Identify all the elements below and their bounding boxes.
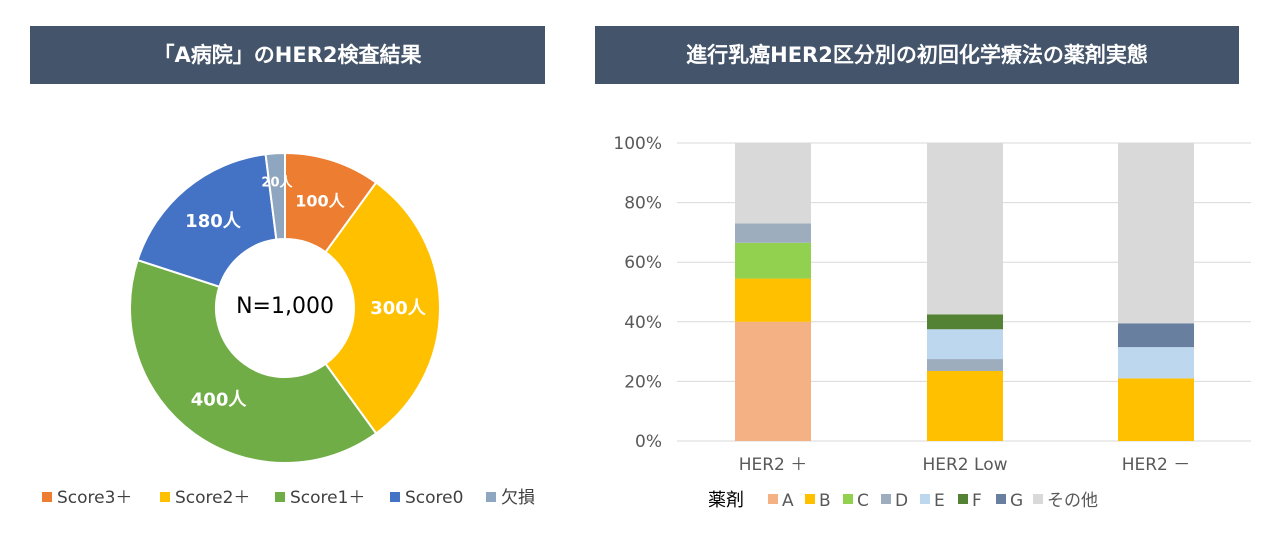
donut-center-label: N=1,000 <box>236 294 334 319</box>
legend-swatch <box>958 494 968 504</box>
bar-segment <box>927 143 1003 315</box>
y-tick-label: 100% <box>613 134 662 154</box>
legend-swatch <box>390 492 400 502</box>
legend-swatch <box>275 492 285 502</box>
bar-segment <box>927 359 1003 371</box>
bar-segment <box>735 242 811 279</box>
legend-label: C <box>857 491 869 511</box>
legend-label: G <box>1010 491 1023 511</box>
y-tick-label: 20% <box>624 372 662 392</box>
bar-segment <box>1118 378 1194 441</box>
legend-label: E <box>934 491 945 511</box>
legend-swatch <box>42 492 52 502</box>
legend-label: 欠損 <box>501 488 535 508</box>
y-tick-label: 80% <box>624 194 662 214</box>
bar-segment <box>927 314 1003 330</box>
bar-segment <box>1118 323 1194 348</box>
donut-chart: 100人 300人 400人 180人 20人 <box>129 151 441 464</box>
stacked-bar-chart: 0% 20% 40% 60% 80% 100% HER2 ＋ HER2 Low HER2 － <box>613 134 1251 475</box>
donut-slice <box>264 151 286 241</box>
bar-segment <box>735 223 811 243</box>
legend-swatch <box>160 492 170 502</box>
x-tick-label: HER2 Low <box>922 455 1007 475</box>
bar-legend: 薬剤 A B C D E F G その他 <box>708 490 1098 511</box>
right-chart-title: 進行乳癌HER2区分別の初回化学療法の薬剤実態 <box>595 26 1239 84</box>
donut-slice-label: 180人 <box>185 211 242 232</box>
donut-slice-label: 20人 <box>261 174 293 190</box>
legend-swatch <box>881 494 891 504</box>
legend-label: D <box>895 491 908 511</box>
legend-swatch <box>843 494 853 504</box>
legend-label: Score2＋ <box>175 488 250 508</box>
y-tick-label: 0% <box>635 432 662 452</box>
legend-label: Score0 <box>405 488 463 508</box>
legend-label: A <box>782 491 794 511</box>
bar-segment <box>735 278 811 322</box>
legend-label: Score3＋ <box>57 488 132 508</box>
x-tick-label: HER2 ＋ <box>739 455 808 475</box>
bar-segment <box>927 329 1003 360</box>
legend-label: B <box>819 491 831 511</box>
donut-slice <box>324 181 441 435</box>
left-chart-title: 「A病院」のHER2検査結果 <box>30 26 545 84</box>
legend-swatch <box>996 494 1006 504</box>
legend-swatch <box>768 494 778 504</box>
bar-segment <box>735 321 811 441</box>
legend-swatch <box>805 494 815 504</box>
donut-slice-label: 100人 <box>295 192 345 211</box>
bar-segment <box>1118 143 1194 324</box>
donut-slice-label: 300人 <box>370 298 427 319</box>
bar-segment <box>927 370 1003 441</box>
legend-label: F <box>972 491 982 511</box>
donut-slice <box>129 258 378 464</box>
legend-swatch <box>920 494 930 504</box>
donut-slice-label: 400人 <box>191 389 248 410</box>
bar-segment <box>1118 347 1194 379</box>
legend-swatch <box>1033 494 1043 504</box>
donut-legend: Score3＋ Score2＋ Score1＋ Score0 欠損 <box>42 488 535 508</box>
legend-title: 薬剤 <box>708 490 744 511</box>
x-tick-label: HER2 － <box>1122 455 1191 475</box>
bar-segment <box>735 143 811 224</box>
legend-label: その他 <box>1047 491 1098 511</box>
legend-swatch <box>486 492 496 502</box>
y-tick-label: 40% <box>624 313 662 333</box>
donut-slice <box>136 153 278 288</box>
y-tick-label: 60% <box>624 253 662 273</box>
legend-label: Score1＋ <box>290 488 365 508</box>
